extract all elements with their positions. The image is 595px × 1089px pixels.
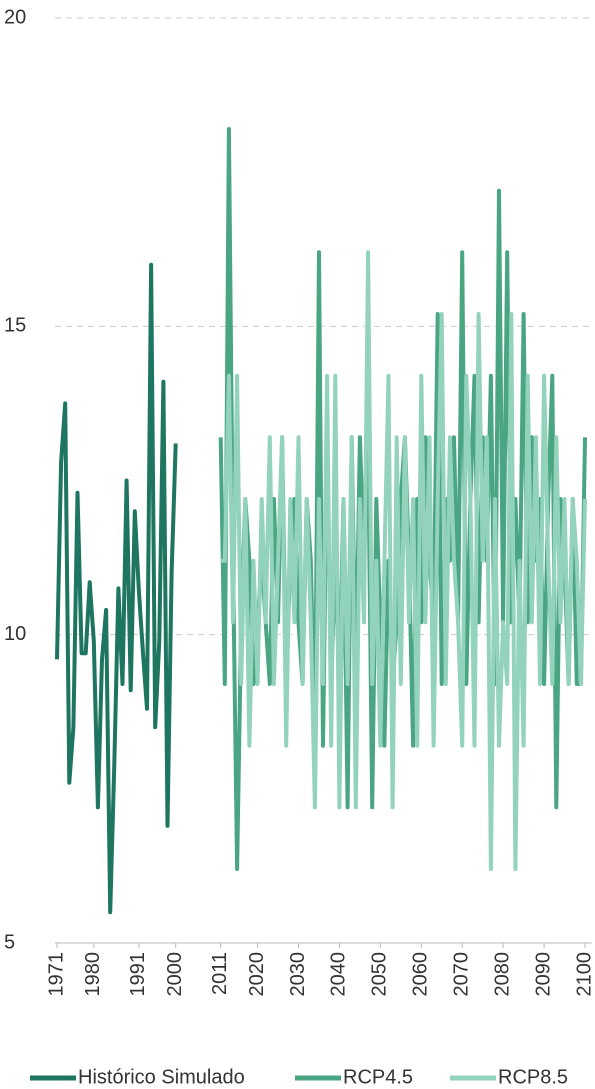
x-tick-label: 2040 xyxy=(328,952,350,997)
series-line xyxy=(220,250,587,871)
x-tick-label: 2050 xyxy=(369,952,391,997)
x-tick-label: 1971 xyxy=(45,952,67,997)
series-line xyxy=(55,262,178,915)
x-tick-label: 2011 xyxy=(209,952,231,995)
x-tick-label: 2020 xyxy=(246,952,268,997)
y-tick-label: 15 xyxy=(4,315,26,337)
y-tick-label: 5 xyxy=(4,931,15,953)
legend-label: RCP4.5 xyxy=(343,1066,413,1088)
x-tick-label: 1980 xyxy=(82,952,104,997)
y-tick-label: 20 xyxy=(4,6,26,28)
legend-label: Histórico Simulado xyxy=(78,1066,245,1088)
x-tick-label: 2060 xyxy=(410,952,432,997)
x-tick-label: 1991 xyxy=(127,952,149,997)
x-tick-label: 2100 xyxy=(573,952,595,997)
x-tick-label: 2090 xyxy=(532,952,554,997)
y-tick-label: 10 xyxy=(4,623,26,645)
x-tick-label: 2070 xyxy=(450,952,472,997)
x-tick-label: 2080 xyxy=(491,952,513,997)
x-tick-label: 2030 xyxy=(287,952,309,997)
legend-label: RCP8.5 xyxy=(498,1066,568,1088)
x-tick-label: 2000 xyxy=(164,952,186,997)
